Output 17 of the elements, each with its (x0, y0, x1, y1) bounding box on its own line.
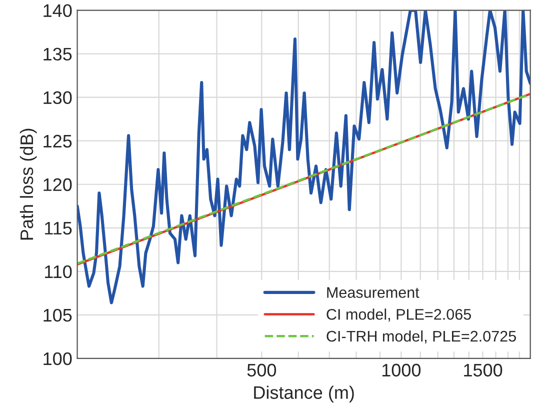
legend-label: CI-TRH model, PLE=2.0725 (326, 330, 516, 344)
y-tick-label: 130 (44, 91, 72, 104)
legend-label: Measurement (327, 287, 420, 298)
y-tick-label: 140 (44, 4, 72, 18)
legend-label: CI model, PLE=2.065 (326, 308, 471, 322)
x-axis-title: Distance (m) (254, 386, 354, 403)
x-tick-label: 500 (247, 364, 276, 377)
y-tick-label: 115 (45, 222, 72, 235)
y-axis-title: Path loss (dB) (20, 128, 37, 240)
y-tick-label: 110 (45, 265, 72, 278)
y-tick-label: 100 (44, 352, 72, 366)
y-tick-label: 120 (44, 178, 72, 192)
x-tick-label: 1000 (382, 364, 421, 377)
y-tick-label: 125 (44, 134, 72, 148)
x-tick-label: 1500 (464, 364, 502, 377)
y-tick-label: 135 (44, 48, 72, 61)
y-tick-label: 105 (44, 308, 72, 322)
